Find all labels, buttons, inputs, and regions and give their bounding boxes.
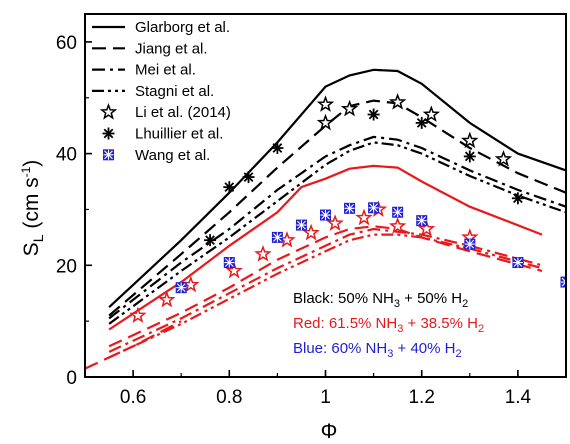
y-axis-label-units-end: ) xyxy=(20,160,43,167)
marker-star-red xyxy=(254,244,272,262)
series-line-red-solid xyxy=(108,164,543,331)
marker-asterisk-black xyxy=(271,142,284,155)
marker-asterisk-black xyxy=(463,150,476,163)
annotation-text: Black: 50% NH xyxy=(293,290,394,307)
legend-label: Lhuillier et al. xyxy=(135,126,223,143)
mixture-annotation: Black: 50% NH3 + 50% H2 xyxy=(293,290,468,310)
mixture-annotation: Red: 61.5% NH3 + 38.5% H2 xyxy=(293,315,484,335)
x-axis-label: Φ xyxy=(321,420,338,443)
y-axis-label-sup: -1 xyxy=(19,166,33,177)
y-axis-label: SL (cm s-1) xyxy=(19,160,46,257)
marker-layer xyxy=(129,93,566,323)
legend-entry: Glarborg et al. xyxy=(92,19,230,36)
marker-square-blue xyxy=(416,215,428,227)
x-tick-label: 0.6 xyxy=(120,387,146,408)
series-layer xyxy=(85,68,566,370)
x-tick-label: 1.2 xyxy=(408,387,434,408)
mixture-annotation: Blue: 60% NH3 + 40% H2 xyxy=(293,340,462,360)
annotation-subscript: 2 xyxy=(455,348,461,360)
marker-asterisk-black xyxy=(223,181,236,194)
legend-label: Mei et al. xyxy=(135,62,196,79)
series-line-black-dashdot xyxy=(108,135,566,320)
marker-star-black xyxy=(388,93,407,110)
legend-entry: Stagni et al. xyxy=(92,83,214,100)
legend-label: Stagni et al. xyxy=(135,83,214,100)
x-tick-label: 0.8 xyxy=(216,387,242,408)
y-tick-label: 0 xyxy=(66,368,77,389)
series-line-red-dashdot xyxy=(108,227,543,353)
y-tick-label: 20 xyxy=(56,256,77,277)
legend-label: Wang et al. xyxy=(135,147,210,164)
marker-star-red xyxy=(417,219,436,237)
legend-entry: Li et al. (2014) xyxy=(99,103,231,121)
series-line-red-dash xyxy=(108,225,543,348)
marker-square-blue xyxy=(368,202,380,214)
annotation-subscript: 2 xyxy=(462,298,468,310)
marker-star-black xyxy=(316,95,335,112)
marker-square-blue xyxy=(392,206,404,218)
y-tick-label: 40 xyxy=(56,145,77,166)
marker-star-red xyxy=(225,261,243,279)
x-tick-label: 1 xyxy=(320,387,331,408)
x-tick-label: 1.4 xyxy=(505,387,532,408)
series-line-black-dash xyxy=(108,99,566,317)
legend-entry: Mei et al. xyxy=(92,62,196,79)
legend: Glarborg et al. Jiang et al. Mei et al. Sta… xyxy=(92,19,231,164)
legend-entry: Jiang et al. xyxy=(92,40,208,57)
annotation-text: + 38.5% H xyxy=(403,315,478,332)
annotation-text: + 40% H xyxy=(393,340,455,357)
marker-star-red xyxy=(158,290,176,308)
marker-star-black xyxy=(422,105,441,122)
marker-asterisk-black xyxy=(511,192,524,205)
marker-square-blue xyxy=(464,238,476,250)
marker-star-red xyxy=(326,214,344,231)
legend-marker-square xyxy=(103,149,114,161)
y-axis-label-sub: L xyxy=(30,234,46,242)
legend-label: Li et al. (2014) xyxy=(135,104,231,121)
marker-asterisk-black xyxy=(415,116,428,129)
marker-square-blue xyxy=(512,257,524,269)
marker-star-black xyxy=(494,150,513,167)
marker-star-red xyxy=(388,217,407,234)
annotation-text: Blue: 60% NH xyxy=(293,340,387,357)
series-line-extra-dash xyxy=(85,320,182,370)
legend-marker-star xyxy=(99,103,118,120)
marker-star-red xyxy=(355,208,373,226)
marker-square-blue xyxy=(175,282,187,294)
legend-entry: Lhuillier et al. xyxy=(102,126,223,143)
y-axis-label-units: (cm s xyxy=(20,177,43,234)
annotation-subscript: 3 xyxy=(387,348,393,360)
series-line-black-dashdotdot xyxy=(108,141,566,325)
axis-ticks: 0.6 0.8 1 1.2 1.4 0 20 40 60 xyxy=(56,33,567,408)
marker-square-blue xyxy=(560,276,566,288)
marker-square-blue xyxy=(223,257,235,269)
marker-star-black xyxy=(340,99,359,117)
marker-square-blue xyxy=(271,231,283,243)
legend-marker-asterisk xyxy=(102,127,115,140)
marker-square-blue xyxy=(295,219,307,231)
legend-entry: Wang et al. xyxy=(103,147,210,164)
marker-star-red xyxy=(129,306,147,323)
y-tick-label: 60 xyxy=(56,33,77,54)
annotation-subscript: 3 xyxy=(397,323,403,335)
marker-asterisk-black xyxy=(242,171,255,184)
series-line-black-solid xyxy=(108,68,566,309)
marker-square-blue xyxy=(320,209,331,221)
marker-star-red xyxy=(302,223,320,241)
annotation-subscript: 2 xyxy=(478,323,484,335)
marker-star-black xyxy=(316,113,335,131)
legend-label: Glarborg et al. xyxy=(135,19,230,36)
annotation-text: Red: 61.5% NH xyxy=(293,315,397,332)
marker-asterisk-black xyxy=(204,234,217,247)
legend-label: Jiang et al. xyxy=(135,40,208,57)
annotation-subscript: 3 xyxy=(394,298,400,310)
y-axis-label-main: S xyxy=(20,242,43,256)
marker-square-blue xyxy=(344,202,356,214)
annotation-text: + 50% H xyxy=(400,290,462,307)
marker-asterisk-black xyxy=(367,108,380,121)
marker-star-black xyxy=(461,131,479,149)
series-line-red-dashdotdot xyxy=(108,233,543,359)
